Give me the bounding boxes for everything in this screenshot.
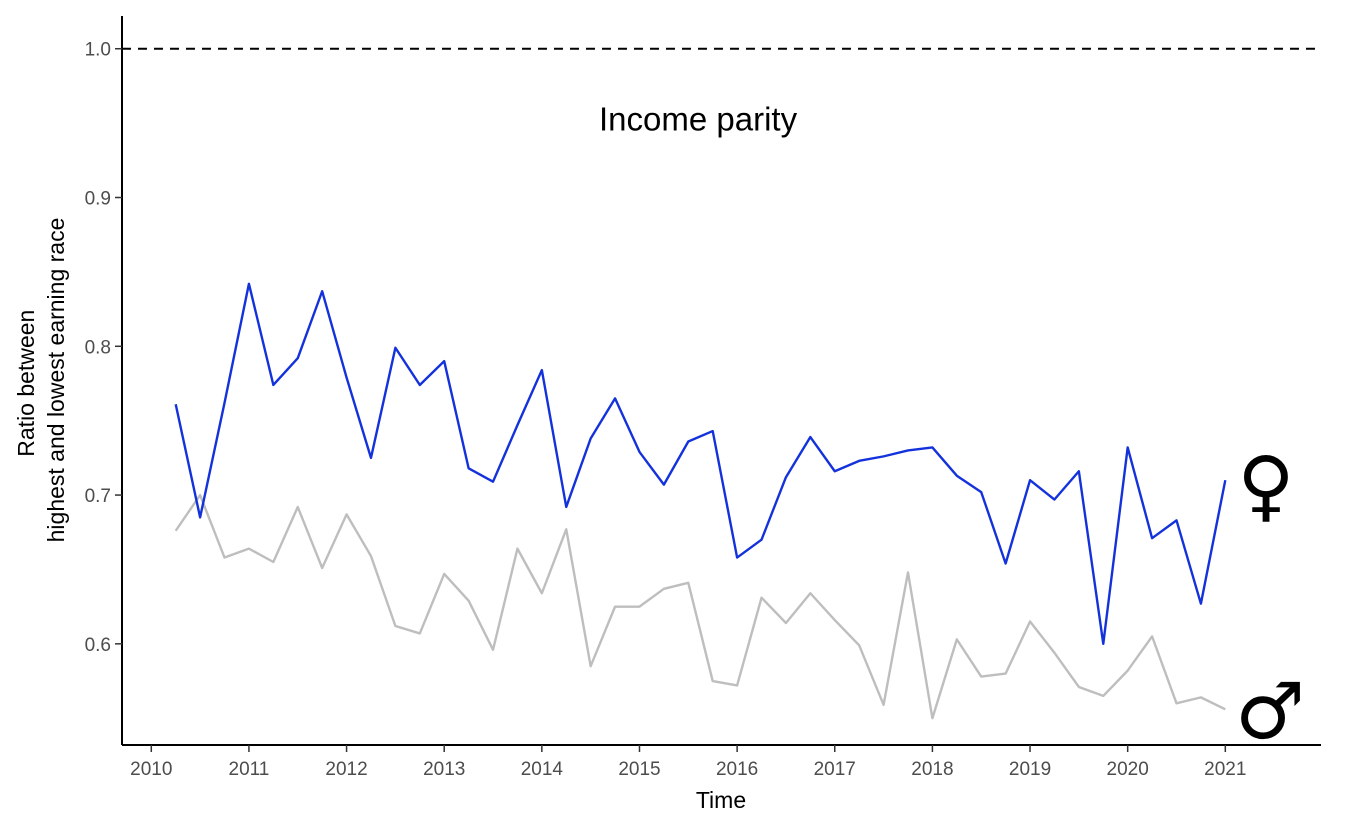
- ticks-layer: 2010 2011 2012 2013 2014 2015 2016 2017 2018 2019…: [85, 40, 1247, 780]
- x-tick-label: 2014: [521, 759, 564, 780]
- y-tick-label: 1.0: [85, 40, 111, 61]
- x-tick-label: 2012: [325, 759, 367, 780]
- female-symbol-icon: ♀: [1237, 441, 1294, 531]
- x-tick-label: 2016: [716, 759, 758, 780]
- series-layer: [174, 282, 1227, 720]
- x-tick-label: 2011: [229, 759, 270, 780]
- x-axis-title: Time: [696, 787, 746, 813]
- income-parity-annotation: Income parity: [599, 101, 798, 138]
- y-tick-label: 0.6: [85, 635, 111, 656]
- y-axis-title: Ratio between highest and lowest earning…: [13, 218, 69, 543]
- male-symbol-icon: ♂: [1235, 667, 1305, 757]
- x-tick-label: 2017: [814, 759, 856, 780]
- y-axis-title-line-2: highest and lowest earning race: [43, 218, 69, 543]
- axis-layer: [121, 16, 1321, 746]
- y-tick-label: 0.8: [85, 337, 111, 358]
- male-series-line: [174, 493, 1226, 720]
- x-tick-label: 2015: [618, 759, 660, 780]
- x-tick-label: 2020: [1107, 759, 1149, 780]
- y-axis-title-line-1: Ratio between: [13, 310, 39, 457]
- x-tick-label: 2019: [1009, 759, 1051, 780]
- y-tick-label: 0.7: [85, 486, 111, 507]
- x-tick-label: 2010: [130, 759, 172, 780]
- female-series-line: [174, 282, 1227, 646]
- y-tick-label: 0.9: [85, 189, 111, 210]
- x-tick-label: 2021: [1204, 759, 1246, 780]
- x-tick-label: 2013: [423, 759, 465, 780]
- x-tick-label: 2018: [911, 759, 953, 780]
